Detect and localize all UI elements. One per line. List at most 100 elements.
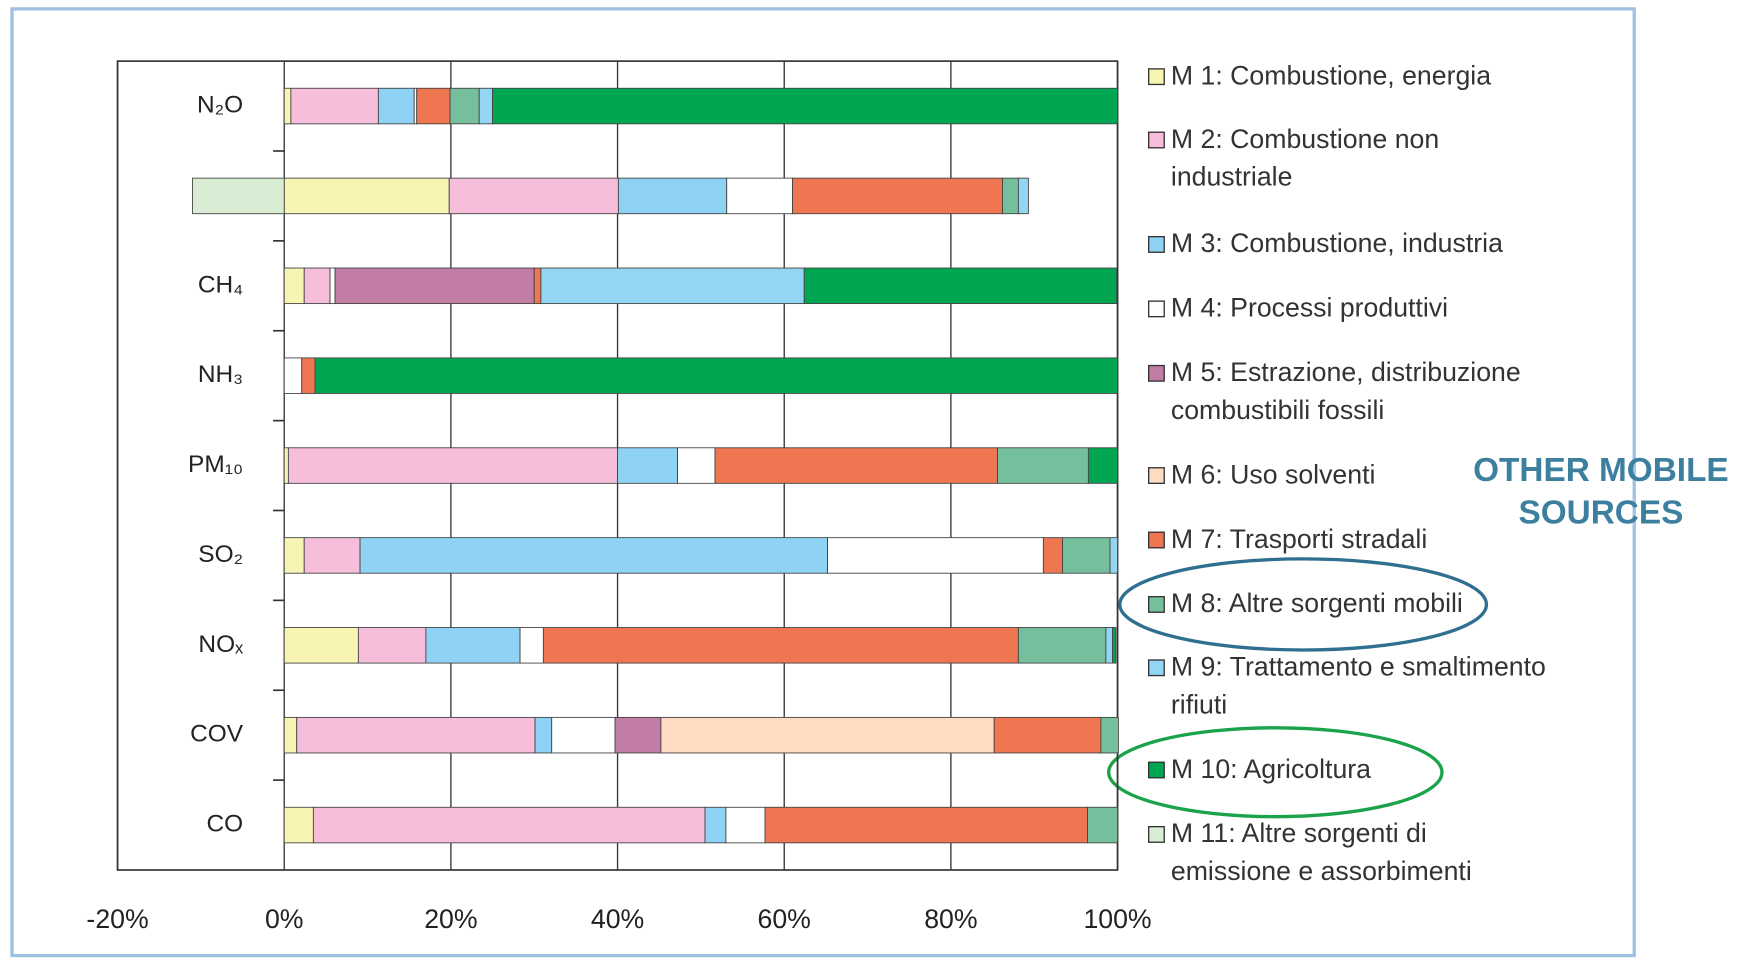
bar-segment <box>993 716 1102 754</box>
legend-swatch <box>1148 826 1165 843</box>
bar-segment <box>283 357 303 394</box>
y-tick-label: NH₃ <box>198 361 243 388</box>
bar-segment <box>1105 627 1114 664</box>
bar-segment <box>296 716 536 754</box>
bar-segment <box>425 627 521 664</box>
legend-label: M 9: Trattamento e smaltimento rifiuti <box>1170 652 1546 720</box>
bar-segment <box>617 447 678 484</box>
bar-segment <box>377 87 415 125</box>
bar-segment <box>1017 627 1107 664</box>
bar-segment <box>725 806 766 844</box>
bar-segment <box>359 537 828 574</box>
legend-label-box: M 1: Combustione, energia <box>1170 61 1492 92</box>
bar-segment <box>803 267 1118 305</box>
legend-label-box: M 4: Processi produttivi <box>1171 293 1448 323</box>
bar-segment <box>1002 177 1019 215</box>
frame <box>10 7 1636 958</box>
bar-segment <box>1109 537 1118 574</box>
x-tick-label: 40% <box>591 904 644 934</box>
bar-segment <box>792 177 1003 215</box>
legend-label-box: M 11: Altre sorgenti di emissione e asso… <box>1170 818 1472 887</box>
legend-label: M 6: Uso solventi <box>1170 460 1376 490</box>
y-tick-label: NOₓ <box>198 631 243 658</box>
legend-label: M 3: Combustione, industria <box>1170 228 1503 259</box>
bar-segment <box>283 87 292 125</box>
bar-segment <box>290 87 379 125</box>
y-tick-label: SO₂ <box>198 541 243 568</box>
bar-segment <box>287 447 618 484</box>
legend-label-box: M 5: Estrazione, distribuzione combustib… <box>1171 358 1521 426</box>
bar-segment <box>314 357 1118 394</box>
bar-segment <box>283 177 450 215</box>
y-tick-label: PM₁₀ <box>188 451 243 478</box>
x-tick-label: 60% <box>758 904 811 934</box>
x-tick-label: 100% <box>1083 904 1151 934</box>
bar-segment <box>283 267 305 305</box>
legend-label-box: M 3: Combustione, industria <box>1170 228 1503 259</box>
bar-segment <box>192 177 285 215</box>
legend-swatch <box>1148 659 1165 677</box>
legend-swatch <box>1148 467 1165 485</box>
bar-segment <box>1100 716 1119 754</box>
bar-segment <box>1112 627 1117 664</box>
bar-segment <box>301 357 316 394</box>
legend-swatch <box>1148 531 1165 549</box>
bar-segment <box>997 447 1089 484</box>
legend-label: M 8: Altre sorgenti mobili <box>1170 588 1463 619</box>
y-tick-label: CH₄ <box>198 271 243 298</box>
bar-segment <box>534 716 553 754</box>
bar-segment <box>283 806 314 844</box>
bar-segment <box>329 267 336 305</box>
bar-segment <box>617 177 728 215</box>
bar-segment <box>704 806 727 844</box>
bar-segment <box>357 627 427 664</box>
bar-segment <box>283 627 359 664</box>
legend-label: M 2: Combustione non industriale <box>1170 124 1440 193</box>
x-tick-label: -20% <box>86 904 148 934</box>
bar-segment <box>492 87 1118 125</box>
x-tick-label: 20% <box>424 904 477 934</box>
legend-swatch <box>1148 131 1165 149</box>
bar-segment <box>542 627 1019 664</box>
bar-segment <box>540 267 805 305</box>
y-tick-label: N₂O <box>197 92 243 119</box>
y-tick-label: COV <box>190 721 244 748</box>
legend-label: M 10: Agricoltura <box>1170 754 1371 785</box>
annotation-box: OTHER MOBILE SOURCES <box>1473 452 1729 532</box>
bar-segment <box>714 447 998 484</box>
bar-segment <box>1042 537 1064 574</box>
bar-segment <box>312 806 706 844</box>
legend-label-box: M 8: Altre sorgenti mobili <box>1170 588 1463 619</box>
bar-segment <box>1087 447 1119 484</box>
bar-segment <box>478 87 493 125</box>
bar-segment <box>283 716 298 754</box>
bar-segment <box>551 716 616 754</box>
bar-segment <box>1087 806 1118 844</box>
legend-swatch <box>1148 300 1165 318</box>
bar-segment <box>726 177 793 215</box>
bar-segment <box>764 806 1088 844</box>
bar-segment <box>660 716 995 754</box>
x-tick-label: 80% <box>924 904 977 934</box>
legend-label: M 11: Altre sorgenti di emissione e asso… <box>1170 818 1472 887</box>
annotation: OTHER MOBILE SOURCES <box>1473 452 1729 532</box>
legend-label: M 1: Combustione, energia <box>1170 61 1492 92</box>
bar-segment <box>283 447 289 484</box>
legend-label-box: M 6: Uso solventi <box>1170 460 1376 490</box>
bar-segment <box>303 267 331 305</box>
legend-swatch <box>1148 68 1165 86</box>
bar-segment <box>533 267 542 305</box>
highlight-circle <box>1107 726 1444 819</box>
bar-segment <box>1017 177 1029 215</box>
bar-segment <box>334 267 535 305</box>
bar-segment <box>303 537 361 574</box>
legend-label: M 7: Trasporti stradali <box>1170 524 1428 555</box>
legend-swatch <box>1148 761 1165 779</box>
highlight-circle <box>1118 557 1489 652</box>
legend-label-box: M 9: Trattamento e smaltimento rifiuti <box>1170 652 1546 720</box>
legend-label-box: M 10: Agricoltura <box>1170 754 1371 785</box>
bar-segment <box>448 177 619 215</box>
bar-segment <box>827 537 1044 574</box>
y-tick-label: CO <box>206 811 243 838</box>
